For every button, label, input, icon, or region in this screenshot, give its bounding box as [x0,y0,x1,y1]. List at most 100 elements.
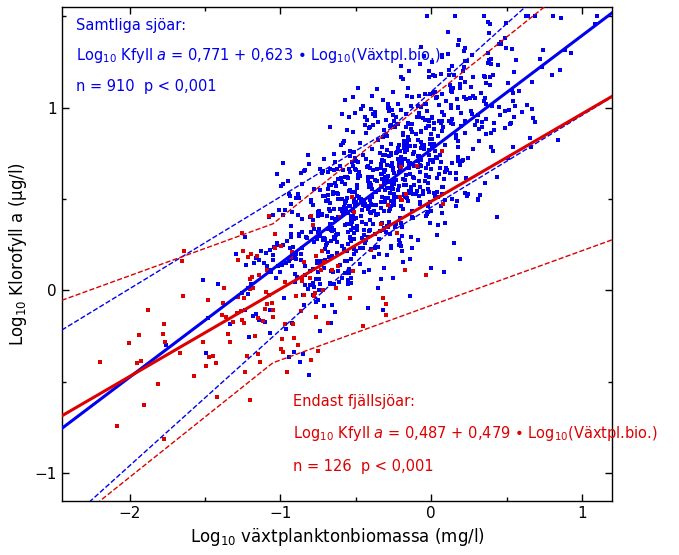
Point [341,204,352,213]
Point [364,202,375,211]
Point [401,141,412,150]
Point [453,157,464,166]
Point [481,79,492,88]
Point [306,195,316,204]
Point [344,113,355,122]
Point [208,351,219,360]
Point [112,422,123,431]
Point [348,235,359,244]
Point [265,329,276,338]
Point [509,112,519,121]
Point [378,150,389,159]
Point [248,311,259,320]
Point [397,160,408,169]
Point [401,181,411,190]
Point [413,102,424,110]
Point [284,257,295,266]
Point [500,124,511,133]
Point [538,46,549,54]
Point [481,115,492,124]
Point [437,50,447,59]
Point [416,128,427,137]
Point [285,255,295,264]
Point [384,205,395,214]
Point [394,163,405,171]
Point [310,313,321,322]
Point [424,188,435,197]
Point [483,49,494,58]
Point [320,256,331,265]
Point [428,118,439,127]
Point [500,33,511,42]
Text: Endast fjällsjöar:: Endast fjällsjöar: [293,395,415,410]
Point [479,97,490,106]
Point [287,243,298,252]
Point [420,115,430,124]
Point [403,164,414,173]
Point [329,158,340,166]
Point [400,193,411,201]
Point [409,141,420,150]
Point [257,316,268,325]
Point [296,256,307,265]
Point [420,124,431,133]
Point [280,206,291,215]
Point [296,306,307,315]
Point [240,367,251,376]
Point [276,181,287,190]
Point [476,89,487,98]
Point [395,193,406,201]
Point [432,193,443,201]
Point [332,194,343,203]
Point [397,232,407,241]
Point [356,211,367,220]
Point [401,123,411,132]
Point [310,251,321,260]
Point [374,250,385,259]
Point [359,225,369,234]
Point [349,154,360,163]
Point [358,201,369,210]
Point [211,392,222,401]
Point [340,207,351,216]
Point [403,133,414,142]
Point [325,180,336,189]
Point [378,263,389,272]
Point [232,292,243,301]
Point [565,49,576,58]
Point [394,238,405,247]
Point [295,358,306,367]
Point [444,80,455,89]
X-axis label: Log$_{10}$ växtplanktonbiomassa (mg/l): Log$_{10}$ växtplanktonbiomassa (mg/l) [189,526,485,548]
Point [447,61,458,70]
Point [367,172,378,181]
Point [345,219,356,228]
Point [299,281,310,290]
Point [423,201,434,210]
Point [372,165,383,174]
Point [335,205,346,214]
Point [404,142,415,151]
Point [429,142,440,150]
Point [351,183,362,192]
Point [231,250,242,259]
Point [390,223,401,232]
Point [460,78,471,87]
Point [323,185,333,194]
Point [387,184,398,193]
Point [289,347,299,356]
Point [363,161,373,170]
Point [281,367,292,376]
Point [360,202,371,211]
Point [297,179,308,188]
Point [416,103,426,112]
Point [356,234,367,243]
Point [327,265,337,274]
Point [242,284,253,292]
Point [399,143,409,152]
Point [271,241,282,250]
Point [286,230,297,239]
Point [352,191,363,200]
Point [428,88,439,97]
Point [188,372,199,381]
